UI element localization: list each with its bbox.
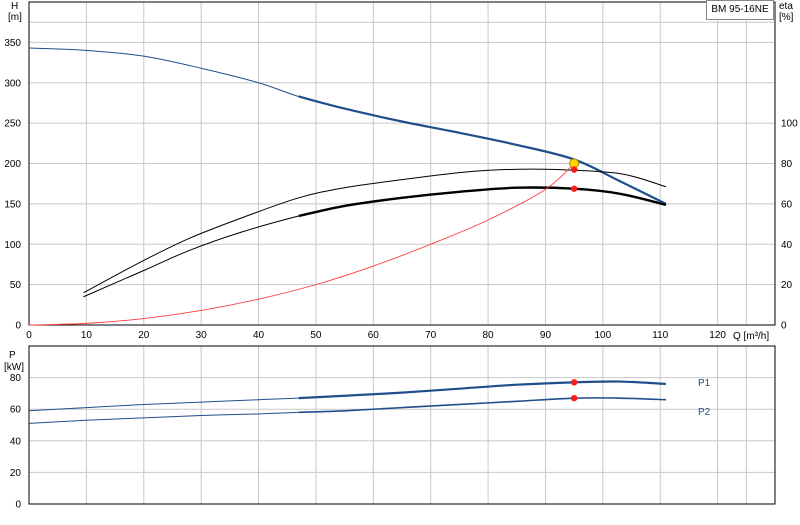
- x-tick-label: 30: [196, 330, 208, 341]
- head-tick-label: 300: [4, 78, 21, 89]
- x-tick-label: 50: [310, 330, 322, 341]
- model-label-box: BM 95-16NE: [706, 0, 774, 20]
- power-tick-label: 20: [10, 468, 22, 479]
- series-power-p1-operating: [298, 380, 667, 400]
- x-tick-label: 60: [368, 330, 380, 341]
- head-axis-label-symbol: H: [11, 1, 18, 12]
- power-axis-label-symbol: P: [9, 350, 16, 361]
- x-tick-label: 70: [425, 330, 437, 341]
- tick-labels: 0 10 20 30 40 50 60 70 80 90 100 110 120050100150200…: [4, 38, 798, 511]
- head-efficiency-grid: [29, 2, 775, 325]
- x-tick-label: 100: [595, 330, 612, 341]
- x-tick-label: 90: [540, 330, 552, 341]
- x-tick-label: 10: [81, 330, 93, 341]
- efficiency-tick-label: 80: [781, 159, 793, 170]
- head-tick-label: 250: [4, 119, 21, 130]
- efficiency-axis-label-unit: [%]: [779, 12, 794, 23]
- x-tick-label: 40: [253, 330, 265, 341]
- power-grid: [29, 346, 775, 504]
- curves: [28, 47, 667, 424]
- series-head-full-range: [28, 47, 667, 205]
- duty-point-power: [570, 379, 578, 386]
- power-tick-label: 60: [10, 405, 22, 416]
- head-tick-label: 0: [15, 321, 21, 332]
- duty-point-efficiency: [570, 166, 578, 173]
- series-efficiency-upper: [83, 168, 667, 294]
- power-tick-label: 80: [10, 373, 22, 384]
- head-tick-label: 100: [4, 240, 21, 251]
- head-tick-label: 200: [4, 159, 21, 170]
- x-tick-label: 110: [652, 330, 668, 341]
- efficiency-tick-label: 20: [781, 280, 793, 291]
- power-plot-frame: [28, 345, 776, 505]
- series-label-p2: P2: [698, 407, 711, 418]
- x-tick-label: 0: [26, 330, 32, 341]
- head-axis-label-unit: [m]: [8, 12, 22, 23]
- series-power-p1-full: [28, 397, 299, 412]
- efficiency-tick-label: 40: [781, 240, 793, 251]
- head-tick-label: 150: [4, 199, 21, 210]
- x-tick-label: 80: [483, 330, 495, 341]
- power-tick-label: 0: [15, 500, 21, 511]
- x-tick-label: 120: [709, 330, 726, 341]
- series-power-p2-full: [28, 411, 299, 424]
- power-axis-label-unit: [kW]: [4, 362, 24, 373]
- duty-point-efficiency: [570, 185, 578, 192]
- series-system-curve: [28, 163, 575, 326]
- head-plot-frame: [28, 1, 776, 326]
- head-tick-label: 50: [10, 280, 22, 291]
- series-power-p2-operating: [298, 397, 666, 414]
- efficiency-tick-label: 60: [781, 199, 793, 210]
- series-efficiency-lower-operating: [298, 186, 667, 218]
- duty-points: [569, 158, 580, 402]
- efficiency-tick-label: 100: [781, 119, 798, 130]
- duty-point-power: [570, 394, 578, 402]
- head-tick-label: 350: [4, 38, 21, 49]
- series-head-operating-range: [298, 95, 667, 205]
- series-label-p1: P1: [698, 378, 711, 389]
- x-tick-label: 20: [138, 330, 150, 341]
- power-tick-label: 40: [10, 436, 22, 447]
- efficiency-tick-label: 0: [781, 321, 787, 332]
- flow-axis-label: Q [m³/h]: [733, 331, 769, 342]
- efficiency-axis-label-symbol: eta: [779, 1, 793, 12]
